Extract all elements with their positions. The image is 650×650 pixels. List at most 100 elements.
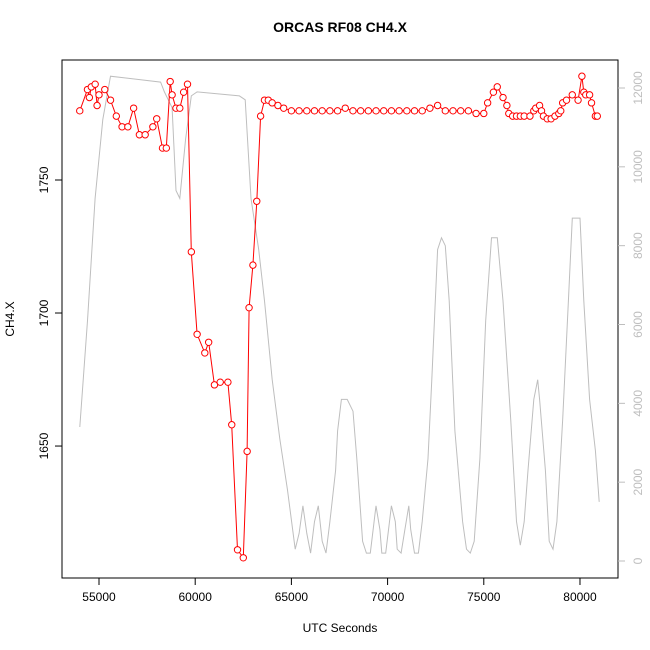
data-point: [568, 91, 576, 99]
x-tick-label: 55000: [82, 590, 116, 604]
data-point: [85, 93, 94, 102]
data-point: [503, 101, 511, 110]
data-point: [149, 123, 157, 131]
y-axis-label: CH4.X: [3, 301, 17, 336]
data-point: [480, 109, 488, 118]
data-point: [456, 107, 465, 115]
data-point: [210, 381, 219, 389]
x-tick-label: 75000: [467, 590, 501, 604]
data-point: [464, 107, 473, 115]
data-point: [372, 107, 380, 115]
chart-title: ORCAS RF08 CH4.X: [273, 19, 407, 35]
y-tick-label: 1700: [37, 299, 51, 326]
data-point: [224, 378, 232, 386]
data-point: [183, 80, 192, 88]
y2-tick-label: 6000: [631, 311, 645, 338]
data-point: [168, 91, 176, 99]
data-point: [483, 99, 492, 107]
y2-tick-label: 8000: [631, 232, 645, 259]
data-point: [387, 107, 396, 115]
data-point: [76, 107, 84, 115]
data-point: [216, 378, 224, 386]
data-point: [249, 261, 257, 269]
data-point: [162, 144, 171, 152]
data-point: [574, 96, 582, 104]
data-point: [204, 338, 213, 346]
y2-tick-label: 10000: [631, 150, 645, 184]
data-point: [256, 112, 265, 120]
data-point: [112, 112, 121, 120]
data-point: [93, 101, 101, 110]
data-point: [441, 107, 450, 115]
data-point: [472, 109, 480, 118]
plot-frame: [61, 59, 619, 579]
data-point: [295, 107, 303, 115]
data-point: [585, 91, 594, 99]
data-point: [341, 104, 349, 112]
data-point: [153, 115, 161, 123]
x-tick-label: 60000: [179, 590, 213, 604]
y2-tick-label: 2000: [631, 469, 645, 496]
data-point: [356, 107, 365, 115]
data-point: [578, 72, 586, 80]
data-point: [253, 197, 261, 205]
data-point: [593, 112, 601, 120]
data-point: [193, 330, 201, 338]
data-point: [274, 101, 282, 110]
x-tick-label: 80000: [563, 590, 597, 604]
data-point: [176, 104, 184, 112]
data-point: [141, 131, 149, 139]
series-line: [79, 75, 600, 555]
data-point: [433, 101, 442, 110]
data-point: [449, 107, 457, 115]
data-point: [95, 91, 103, 99]
data-point: [129, 104, 138, 112]
data-point: [380, 107, 388, 115]
x-tick-label: 70000: [371, 590, 405, 604]
data-point: [187, 248, 196, 256]
data-point: [333, 107, 342, 115]
data-point: [124, 123, 132, 131]
y-tick-label: 1650: [37, 432, 51, 459]
data-point: [243, 447, 251, 456]
data-point: [395, 107, 403, 115]
data-point: [91, 80, 99, 88]
data-point: [179, 88, 188, 96]
data-point: [499, 93, 507, 102]
data-point: [426, 104, 434, 112]
data-point: [526, 112, 534, 120]
data-point: [318, 107, 326, 115]
data-point: [364, 107, 373, 115]
x-tick-label: 65000: [275, 590, 309, 604]
data-point: [166, 77, 174, 86]
data-point: [557, 107, 565, 115]
data-point: [239, 554, 247, 562]
data-point: [562, 96, 571, 104]
data-point: [279, 104, 288, 112]
data-point: [410, 107, 419, 115]
data-point: [418, 107, 426, 115]
y-tick-label: 1750: [37, 166, 51, 193]
data-point: [287, 107, 296, 115]
data-point: [245, 303, 253, 312]
data-point: [201, 349, 209, 357]
data-point: [228, 421, 236, 429]
data-point: [106, 96, 115, 104]
data-point: [326, 107, 334, 115]
y2-tick-label: 0: [631, 557, 645, 564]
y2-tick-label: 12000: [631, 71, 645, 105]
y2-tick-label: 4000: [631, 390, 645, 417]
data-point: [403, 107, 411, 115]
data-point: [489, 88, 498, 96]
data-point: [493, 83, 501, 91]
data-point: [310, 107, 319, 115]
data-point: [101, 85, 109, 94]
data-point: [587, 99, 596, 107]
x-axis-label: UTC Seconds: [303, 621, 378, 635]
data-point: [268, 99, 276, 107]
data-point: [303, 107, 311, 115]
data-point: [233, 546, 242, 554]
data-point: [349, 107, 357, 115]
